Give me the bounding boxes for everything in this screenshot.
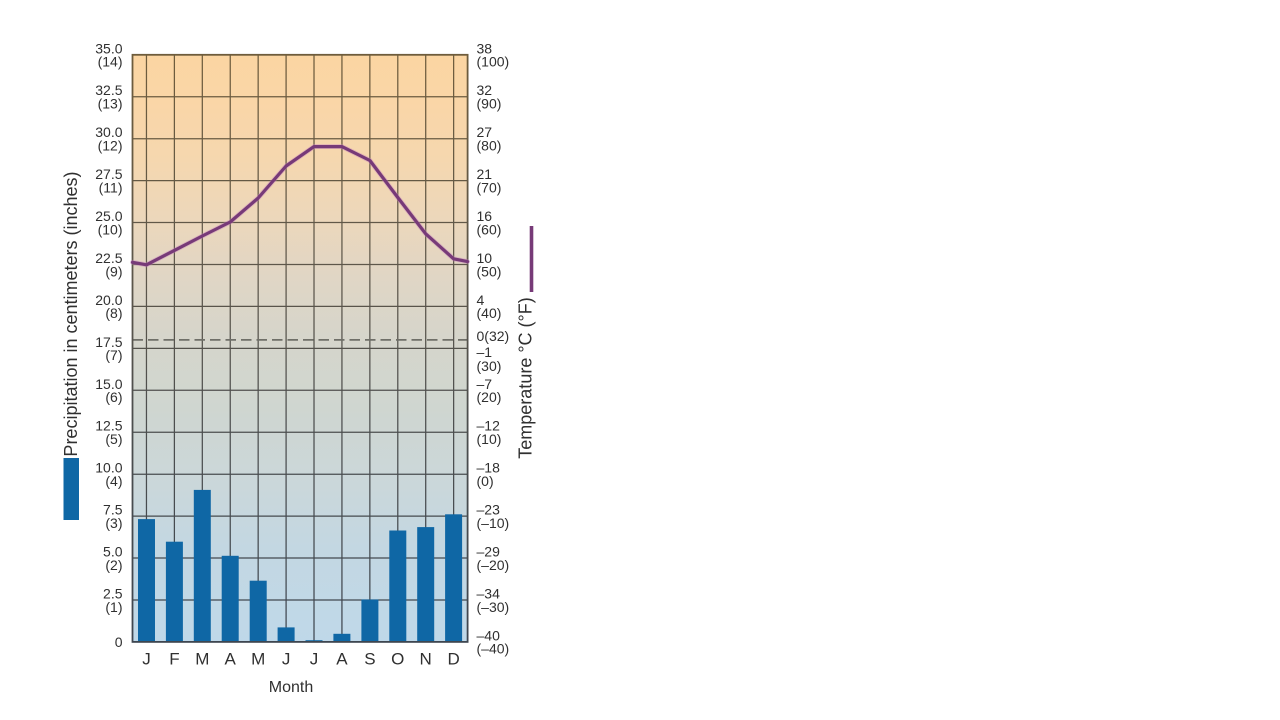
svg-text:17.5: 17.5: [95, 334, 122, 350]
svg-text:M: M: [251, 650, 265, 669]
svg-text:(90): (90): [477, 96, 502, 112]
svg-text:–1: –1: [477, 344, 493, 360]
svg-text:A: A: [336, 650, 348, 669]
svg-text:10: 10: [477, 250, 493, 266]
svg-text:0(32): 0(32): [477, 328, 510, 344]
svg-text:–40: –40: [477, 627, 501, 643]
svg-text:10.0: 10.0: [95, 460, 122, 476]
svg-text:(1): (1): [105, 599, 122, 615]
svg-text:(8): (8): [105, 305, 122, 321]
svg-text:5.0: 5.0: [103, 544, 123, 560]
svg-text:22.5: 22.5: [95, 250, 122, 266]
svg-text:16: 16: [477, 208, 493, 224]
svg-text:M: M: [195, 650, 209, 669]
svg-text:38: 38: [477, 40, 493, 56]
svg-text:(70): (70): [477, 179, 502, 195]
svg-text:(10): (10): [98, 221, 123, 237]
svg-text:(9): (9): [105, 263, 122, 279]
svg-text:(2): (2): [105, 557, 122, 573]
svg-text:27.5: 27.5: [95, 166, 122, 182]
svg-text:2.5: 2.5: [103, 586, 123, 602]
svg-text:S: S: [364, 650, 375, 669]
svg-text:(60): (60): [477, 221, 502, 237]
svg-text:Precipitation in centimeters (: Precipitation in centimeters (inches): [61, 171, 81, 456]
svg-text:20.0: 20.0: [95, 292, 122, 308]
svg-text:Temperature °C (°F): Temperature °C (°F): [516, 297, 536, 458]
svg-text:(–40): (–40): [477, 641, 510, 657]
svg-text:35.0: 35.0: [95, 40, 122, 56]
svg-text:A: A: [225, 650, 237, 669]
svg-text:(4): (4): [105, 473, 122, 489]
svg-text:–7: –7: [477, 376, 493, 392]
svg-text:(6): (6): [105, 389, 122, 405]
svg-text:F: F: [169, 650, 179, 669]
svg-text:(40): (40): [477, 305, 502, 321]
svg-text:–18: –18: [477, 460, 501, 476]
svg-text:(–20): (–20): [477, 557, 510, 573]
svg-text:–34: –34: [477, 586, 501, 602]
svg-text:N: N: [420, 650, 432, 669]
svg-text:(0): (0): [477, 473, 494, 489]
svg-text:7.5: 7.5: [103, 502, 123, 518]
svg-text:(14): (14): [98, 54, 123, 70]
svg-text:(13): (13): [98, 96, 123, 112]
svg-text:15.0: 15.0: [95, 376, 122, 392]
svg-text:–23: –23: [477, 502, 501, 518]
svg-text:21: 21: [477, 166, 493, 182]
svg-text:(30): (30): [477, 358, 502, 374]
svg-text:12.5: 12.5: [95, 418, 122, 434]
svg-text:(11): (11): [99, 179, 123, 195]
svg-text:0: 0: [115, 634, 123, 650]
svg-text:(–10): (–10): [477, 515, 510, 531]
svg-text:(20): (20): [477, 389, 502, 405]
svg-text:J: J: [142, 650, 151, 669]
svg-text:(3): (3): [105, 515, 122, 531]
svg-text:Month: Month: [269, 679, 313, 696]
svg-text:–12: –12: [477, 418, 501, 434]
svg-text:(12): (12): [98, 138, 123, 154]
svg-text:O: O: [391, 650, 404, 669]
svg-text:(10): (10): [477, 431, 502, 447]
svg-text:(–30): (–30): [477, 599, 510, 615]
svg-text:27: 27: [477, 124, 493, 140]
svg-text:30.0: 30.0: [95, 124, 122, 140]
svg-text:32.5: 32.5: [95, 82, 122, 98]
svg-text:J: J: [282, 650, 291, 669]
svg-text:J: J: [310, 650, 319, 669]
svg-text:(100): (100): [477, 54, 510, 70]
svg-text:25.0: 25.0: [95, 208, 122, 224]
svg-text:(80): (80): [477, 138, 502, 154]
svg-text:(7): (7): [105, 347, 122, 363]
svg-text:(50): (50): [477, 263, 502, 279]
svg-text:4: 4: [477, 292, 485, 308]
svg-text:(5): (5): [105, 431, 122, 447]
svg-text:32: 32: [477, 82, 493, 98]
svg-text:–29: –29: [477, 544, 501, 560]
svg-text:D: D: [447, 650, 459, 669]
